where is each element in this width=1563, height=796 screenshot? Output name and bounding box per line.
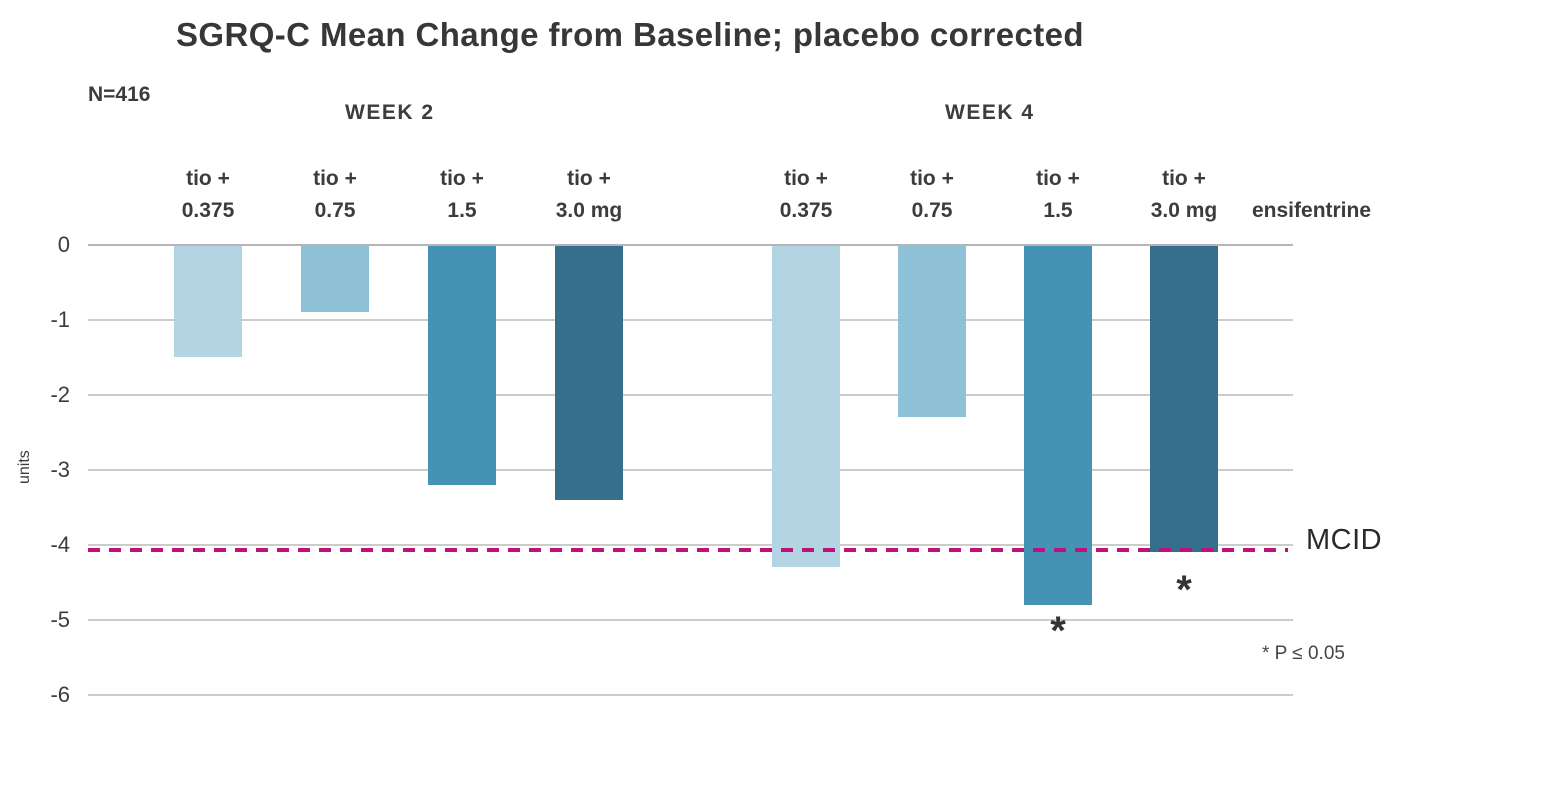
mcid-reference-line xyxy=(88,547,1288,552)
chart-title: SGRQ-C Mean Change from Baseline; placeb… xyxy=(176,16,1084,53)
y-tick-label: -2 xyxy=(50,381,70,407)
bar-week4-tio-0.75 xyxy=(898,246,966,417)
bar-week2-tio-0.375 xyxy=(174,246,242,357)
sample-size-label: N=416 xyxy=(88,83,151,106)
bar-week2-tio-1.5 xyxy=(428,246,496,485)
bar-label-week2-tio-1.5: tio +1.5 xyxy=(440,167,484,222)
gridline xyxy=(88,393,1293,396)
y-tick-label: -5 xyxy=(50,606,70,632)
group-header-week4: WEEK 4 xyxy=(945,101,1035,124)
series-suffix-label: ensifentrine xyxy=(1252,199,1372,222)
y-tick-label: -6 xyxy=(50,681,70,707)
gridline xyxy=(88,543,1293,546)
group-header-week2: WEEK 2 xyxy=(345,101,435,124)
bar-label-week4-tio-0.75: tio +0.75 xyxy=(910,167,954,222)
y-tick-label: -3 xyxy=(50,456,70,482)
bar-label-week4-tio-3.0mg: tio +3.0 mg xyxy=(1150,167,1218,222)
bar-label-week2-tio-0.75: tio +0.75 xyxy=(313,167,357,222)
bar-week4-tio-1.5 xyxy=(1024,246,1092,605)
y-tick-label: 0 xyxy=(57,231,70,257)
significance-asterisk-week4-3.0mg: * xyxy=(1176,568,1192,612)
x-axis-zero-line xyxy=(88,243,1293,246)
bar-week4-tio-0.375 xyxy=(772,246,840,567)
gridline xyxy=(88,618,1293,621)
bar-week2-tio-0.75 xyxy=(301,246,369,312)
bar-week2-tio-3.0mg xyxy=(555,246,623,500)
bar-label-week2-tio-0.375: tio +0.375 xyxy=(181,167,235,222)
gridline xyxy=(88,693,1293,696)
bar-label-week2-tio-3.0mg: tio +3.0 mg xyxy=(555,167,623,222)
mcid-label: MCID xyxy=(1306,524,1383,556)
y-tick-label: -1 xyxy=(50,306,70,332)
bar-label-week4-tio-1.5: tio +1.5 xyxy=(1036,167,1080,222)
gridline xyxy=(88,468,1293,471)
gridline xyxy=(88,318,1293,321)
bar-week4-tio-3.0mg xyxy=(1150,246,1218,552)
y-tick-label: -4 xyxy=(50,531,70,557)
significance-note: * P ≤ 0.05 xyxy=(1262,643,1345,664)
bar-label-week4-tio-0.375: tio +0.375 xyxy=(779,167,833,222)
significance-asterisk-week4-1.5: * xyxy=(1050,608,1066,653)
